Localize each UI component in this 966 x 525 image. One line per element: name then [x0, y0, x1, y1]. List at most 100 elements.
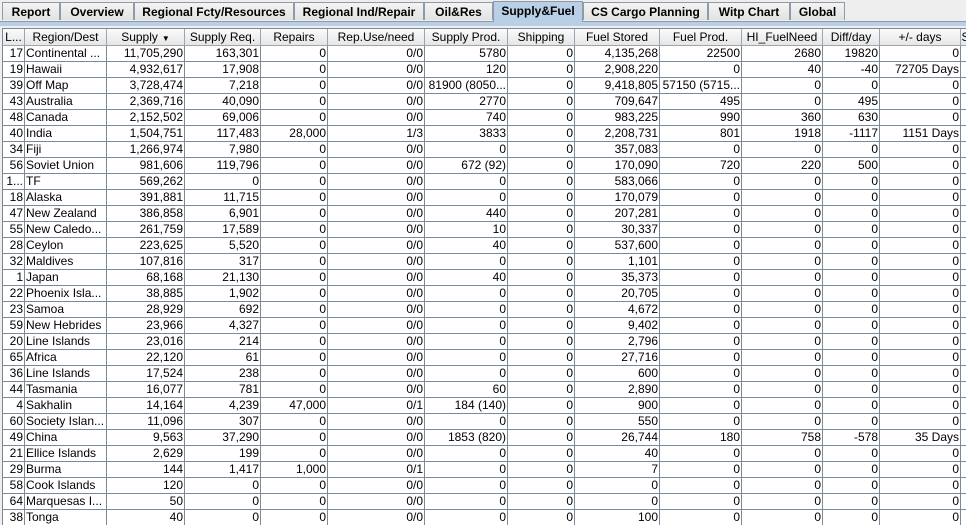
- table-row[interactable]: 44 Tasmania 16,077 781 0 0/0 60 0 2,890 0 0 0 0: [3, 382, 966, 398]
- tab-report[interactable]: Report: [2, 2, 60, 20]
- cell-supply-prod: 40: [425, 238, 508, 254]
- table-row[interactable]: 38 Tonga 40 0 0 0/0 0 0 100 0 0 0 0: [3, 510, 966, 525]
- cell-plus-minus-days: 72705 Days: [880, 62, 961, 78]
- cell-shipping: 0: [508, 494, 575, 510]
- table-row[interactable]: 60 Society Islan... 11,096 307 0 0/0 0 0 550 0 0 0 0: [3, 414, 966, 430]
- column-header-label: Fuel Stored: [585, 30, 649, 44]
- cell-fuel-prod: 57150 (5715...: [660, 78, 742, 94]
- cell-hi-fuel-need: 0: [742, 190, 823, 206]
- table-row[interactable]: 64 Marquesas I... 50 0 0 0/0 0 0 0 0 0 0 0: [3, 494, 966, 510]
- cell-fuel-prod: 0: [660, 238, 742, 254]
- table-row[interactable]: 21 Ellice Islands 2,629 199 0 0/0 0 0 40 0 0 0 0: [3, 446, 966, 462]
- cell-hi-fuel-need: 0: [742, 510, 823, 525]
- cell-supply-prod: 0: [425, 510, 508, 525]
- column-header-repairs[interactable]: Repairs: [261, 29, 328, 46]
- table-row[interactable]: 48 Canada 2,152,502 69,006 0 0/0 740 0 983,225 99…: [3, 110, 966, 126]
- cell-supply: 50: [107, 494, 185, 510]
- table-row[interactable]: 55 New Caledo... 261,759 17,589 0 0/0 10 0 30,33…: [3, 222, 966, 238]
- cell-repairs: 28,000: [261, 126, 328, 142]
- cell-supply-prod: 184 (140): [425, 398, 508, 414]
- table-row[interactable]: 1... TF 569,262 0 0 0/0 0 0 583,066 0 0 0 0: [3, 174, 966, 190]
- supply-fuel-table[interactable]: L... Region/Dest Supply ▼ Supply Req. Repairs…: [2, 28, 966, 525]
- tab-global[interactable]: Global: [790, 2, 845, 20]
- column-header-shipping[interactable]: Shipping: [508, 29, 575, 46]
- table-row[interactable]: 17 Continental ... 11,705,290 163,301 0 0/0 57…: [3, 46, 966, 62]
- column-header-hi-fuelneed[interactable]: HI_FuelNeed: [742, 29, 823, 46]
- table-row[interactable]: 4 Sakhalin 14,164 4,239 47,000 0/1 184 (140) 0 9…: [3, 398, 966, 414]
- cell-plus-minus-days: 1151 Days: [880, 126, 961, 142]
- column-header-region-dest[interactable]: Region/Dest: [25, 29, 107, 46]
- column-header-fuel-prod[interactable]: Fuel Prod.: [660, 29, 742, 46]
- table-row[interactable]: 58 Cook Islands 120 0 0 0/0 0 0 0 0 0 0 0: [3, 478, 966, 494]
- column-header-supply-prod[interactable]: Supply Prod.: [425, 29, 508, 46]
- table-row[interactable]: 43 Australia 2,369,716 40,090 0 0/0 2770 0 709,6…: [3, 94, 966, 110]
- column-header-diff-day[interactable]: Diff/day: [823, 29, 880, 46]
- cell-supply-req: 6,901: [185, 206, 261, 222]
- cell-fuel-prod: 0: [660, 190, 742, 206]
- table-row[interactable]: 32 Maldives 107,816 317 0 0/0 0 0 1,101 0 0 0 0: [3, 254, 966, 270]
- cell-fuel-stored: 357,083: [575, 142, 660, 158]
- cell-supply-req: 7,980: [185, 142, 261, 158]
- table-row[interactable]: 47 New Zealand 386,858 6,901 0 0/0 440 0 207,281…: [3, 206, 966, 222]
- cell-supply-prod: 0: [425, 334, 508, 350]
- table-row[interactable]: 36 Line Islands 17,524 238 0 0/0 0 0 600 0 0 0 0: [3, 366, 966, 382]
- cell-supply: 9,563: [107, 430, 185, 446]
- cell-fuel-stored: 35,373: [575, 270, 660, 286]
- table-row[interactable]: 20 Line Islands 23,016 214 0 0/0 0 0 2,796 0 0 0 0: [3, 334, 966, 350]
- column-header-days[interactable]: +/- days: [880, 29, 961, 46]
- cell-rep-use-need: 0/0: [328, 334, 425, 350]
- cell-location-id: 23: [3, 302, 25, 318]
- cell-fuel-stored: 26,744: [575, 430, 660, 446]
- column-header-rep-use-need[interactable]: Rep.Use/need: [328, 29, 425, 46]
- column-header-label: HI_FuelNeed: [746, 30, 818, 44]
- cell-region: Ceylon: [25, 238, 107, 254]
- tab-regional-ind-repair[interactable]: Regional Ind/Repair: [294, 2, 424, 20]
- table-row[interactable]: 65 Africa 22,120 61 0 0/0 0 0 27,716 0 0 0 0: [3, 350, 966, 366]
- column-header-l[interactable]: L...: [3, 29, 25, 46]
- cell-supply-req: 37,290: [185, 430, 261, 446]
- column-header-supply-req[interactable]: Supply Req.: [185, 29, 261, 46]
- table-row[interactable]: 49 China 9,563 37,290 0 0/0 1853 (820) 0 26,744 1…: [3, 430, 966, 446]
- tab-supply-fuel[interactable]: Supply&Fuel: [493, 1, 583, 22]
- cell-hi-fuel-need: 0: [742, 94, 823, 110]
- table-row[interactable]: 34 Fiji 1,266,974 7,980 0 0/0 0 0 357,083 0 0 0 0: [3, 142, 966, 158]
- column-header-s[interactable]: S: [961, 29, 966, 46]
- table-header: L... Region/Dest Supply ▼ Supply Req. Repairs…: [3, 29, 966, 46]
- cell-diff-per-day: 0: [823, 366, 880, 382]
- cell-diff-per-day: -578: [823, 430, 880, 446]
- table-row[interactable]: 23 Samoa 28,929 692 0 0/0 0 0 4,672 0 0 0 0: [3, 302, 966, 318]
- cell-repairs: 0: [261, 174, 328, 190]
- cell-location-id: 1: [3, 270, 25, 286]
- cell-supply-req: 21,130: [185, 270, 261, 286]
- cell-location-id: 20: [3, 334, 25, 350]
- cell-hi-fuel-need: 2680: [742, 46, 823, 62]
- cell-overflow: [961, 286, 966, 302]
- tab-cs-cargo-planning[interactable]: CS Cargo Planning: [583, 2, 708, 20]
- cell-overflow: [961, 318, 966, 334]
- cell-shipping: 0: [508, 110, 575, 126]
- column-header-label: Supply: [121, 30, 158, 44]
- tab-oil-res[interactable]: Oil&Res: [424, 2, 493, 20]
- table-row[interactable]: 18 Alaska 391,881 11,715 0 0/0 0 0 170,079 0 0 0 0: [3, 190, 966, 206]
- cell-supply-prod: 0: [425, 478, 508, 494]
- tab-overview[interactable]: Overview: [60, 2, 134, 20]
- table-row[interactable]: 40 India 1,504,751 117,483 28,000 1/3 3833 0 2,2…: [3, 126, 966, 142]
- column-header-fuel-stored[interactable]: Fuel Stored: [575, 29, 660, 46]
- table-row[interactable]: 22 Phoenix Isla... 38,885 1,902 0 0/0 0 0 20,705…: [3, 286, 966, 302]
- cell-supply: 1,504,751: [107, 126, 185, 142]
- column-header-supply[interactable]: Supply ▼: [107, 29, 185, 46]
- cell-rep-use-need: 0/0: [328, 110, 425, 126]
- cell-diff-per-day: 0: [823, 510, 880, 525]
- cell-overflow: [961, 174, 966, 190]
- table-row[interactable]: 59 New Hebrides 23,966 4,327 0 0/0 0 0 9,402 0 0 0 0: [3, 318, 966, 334]
- cell-fuel-prod: 801: [660, 126, 742, 142]
- cell-fuel-stored: 2,890: [575, 382, 660, 398]
- table-row[interactable]: 28 Ceylon 223,625 5,520 0 0/0 40 0 537,600 0 0 0 0: [3, 238, 966, 254]
- table-row[interactable]: 56 Soviet Union 981,606 119,796 0 0/0 672 (92)…: [3, 158, 966, 174]
- tab-regional-fcty-resources[interactable]: Regional Fcty/Resources: [134, 2, 294, 20]
- table-row[interactable]: 29 Burma 144 1,417 1,000 0/1 0 0 7 0 0 0 0: [3, 462, 966, 478]
- table-row[interactable]: 19 Hawaii 4,932,617 17,908 0 0/0 120 0 2,908,220…: [3, 62, 966, 78]
- table-row[interactable]: 39 Off Map 3,728,474 7,218 0 0/0 81900 (8050..…: [3, 78, 966, 94]
- table-row[interactable]: 1 Japan 68,168 21,130 0 0/0 40 0 35,373 0 0 0 0: [3, 270, 966, 286]
- tab-witp-chart[interactable]: Witp Chart: [708, 2, 790, 20]
